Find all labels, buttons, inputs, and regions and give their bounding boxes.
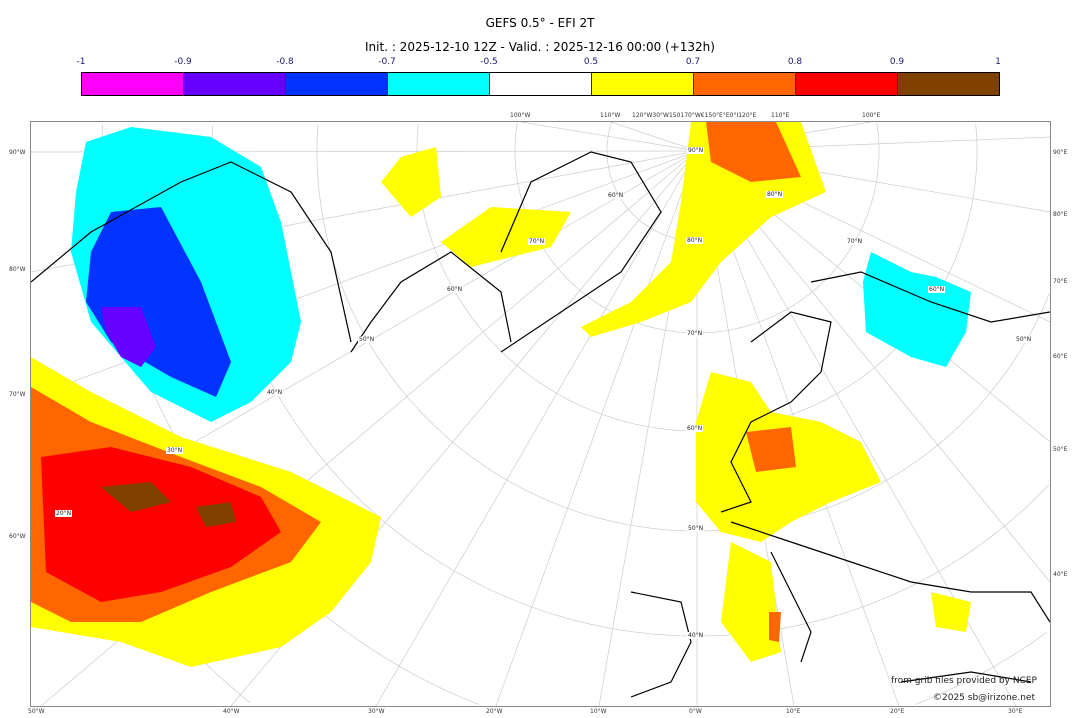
colorbar-swatch bbox=[898, 73, 999, 95]
axis-label-bottom: 10°E bbox=[786, 708, 801, 715]
lat-label: 40°N bbox=[687, 632, 705, 639]
colorbar bbox=[81, 72, 1000, 96]
axis-label-right: 60°E bbox=[1053, 353, 1068, 360]
efi-yellow-region-europe bbox=[696, 372, 971, 662]
axis-label-right: 50°E bbox=[1053, 446, 1068, 453]
axis-label-bottom: 50°W bbox=[28, 708, 45, 715]
efi-brown-region-atlantic bbox=[101, 482, 236, 527]
lat-label: 70°N bbox=[686, 330, 704, 337]
data-source-credit: from grib files provided by NCEP bbox=[891, 676, 1037, 686]
colorbar-tick: 0.8 bbox=[787, 57, 803, 67]
lat-label: 60°N bbox=[446, 286, 464, 293]
colorbar-tick: -0.8 bbox=[276, 57, 294, 67]
lat-label: 50°N bbox=[1015, 336, 1033, 343]
efi-orange-region-arctic bbox=[706, 122, 801, 182]
colorbar-tick: -0.9 bbox=[174, 57, 192, 67]
lat-label: 80°N bbox=[686, 237, 704, 244]
axis-label-bottom: 30°W bbox=[368, 708, 385, 715]
lat-label: 40°N bbox=[266, 389, 284, 396]
copyright-credit: ©2025 sb@irizone.net bbox=[933, 693, 1035, 703]
axis-label-left: 80°W bbox=[9, 266, 26, 273]
lat-label: 90°N bbox=[687, 147, 705, 154]
axis-label-bottom: 0°W bbox=[689, 708, 702, 715]
colorbar-tick: -0.5 bbox=[480, 57, 498, 67]
colorbar-tick: 0.7 bbox=[685, 57, 701, 67]
colorbar-swatch bbox=[490, 73, 592, 95]
colorbar-tick: 1 bbox=[995, 57, 1001, 67]
lat-label: 70°N bbox=[528, 238, 546, 245]
colorbar-swatch bbox=[592, 73, 694, 95]
axis-label-left: 60°W bbox=[9, 533, 26, 540]
lat-label: 50°N bbox=[358, 336, 376, 343]
axis-label-bottom: 20°W bbox=[486, 708, 503, 715]
efi-cyan-region-east bbox=[863, 252, 971, 367]
axis-label-left: 90°W bbox=[9, 149, 26, 156]
lat-label: 60°N bbox=[686, 425, 704, 432]
lat-label: 20°N bbox=[55, 510, 73, 517]
latitude-circle bbox=[914, 632, 1047, 705]
efi-yellow-region-greenland bbox=[381, 147, 571, 267]
latitude-circle bbox=[876, 122, 880, 151]
axis-label-right: 40°E bbox=[1053, 571, 1068, 578]
colorbar-swatch bbox=[796, 73, 898, 95]
axis-label-bottom: 20°E bbox=[890, 708, 905, 715]
lat-label: 60°N bbox=[928, 286, 946, 293]
map-svg bbox=[31, 122, 1050, 706]
lat-label: 30°N bbox=[166, 447, 184, 454]
coastlines bbox=[31, 151, 1050, 698]
lat-label: 60°N bbox=[607, 192, 625, 199]
efi-orange-region-europe bbox=[746, 427, 796, 642]
axis-label-left: 70°W bbox=[9, 391, 26, 398]
axis-label-top: 100°E bbox=[862, 112, 881, 119]
axis-label-right: 80°E bbox=[1053, 211, 1068, 218]
colorbar-swatch bbox=[286, 73, 388, 95]
colorbar-swatch bbox=[388, 73, 490, 95]
colorbar-swatch bbox=[82, 73, 184, 95]
axis-label-top: 110°W bbox=[600, 112, 621, 119]
map-subtitle: Init. : 2025-12-10 12Z - Valid. : 2025-1… bbox=[365, 40, 715, 54]
colorbar-swatch bbox=[694, 73, 796, 95]
axis-label-right: 90°E bbox=[1053, 149, 1068, 156]
colorbar-tick: -0.7 bbox=[378, 57, 396, 67]
efi-blue-region bbox=[86, 207, 231, 397]
axis-label-right: 70°E bbox=[1053, 278, 1068, 285]
colorbar-tick: 0.5 bbox=[583, 57, 599, 67]
lat-label: 70°N bbox=[846, 238, 864, 245]
axis-label-top: 100°W bbox=[510, 112, 531, 119]
axis-label-top: 120°W30°W150170°W€150°E°E0°I120°E bbox=[632, 112, 757, 119]
efi-red-region-atlantic bbox=[41, 447, 281, 602]
efi-map: 90°N 80°N 70°N 60°N 50°N 40°N 80°N 70°N … bbox=[30, 121, 1051, 707]
axis-label-bottom: 40°W bbox=[223, 708, 240, 715]
lat-label: 50°N bbox=[687, 525, 705, 532]
latitude-circle bbox=[975, 124, 978, 151]
lat-label: 80°N bbox=[766, 191, 784, 198]
efi-purple-region bbox=[101, 307, 156, 367]
axis-label-bottom: 10°W bbox=[590, 708, 607, 715]
colorbar-tick: -1 bbox=[76, 57, 86, 67]
map-title: GEFS 0.5° - EFI 2T bbox=[485, 16, 595, 30]
axis-label-bottom: 30°E bbox=[1008, 708, 1023, 715]
axis-label-top: 110°E bbox=[771, 112, 790, 119]
latitude-circle bbox=[316, 124, 1050, 532]
colorbar-tick: 0.9 bbox=[889, 57, 905, 67]
colorbar-swatch bbox=[184, 73, 286, 95]
